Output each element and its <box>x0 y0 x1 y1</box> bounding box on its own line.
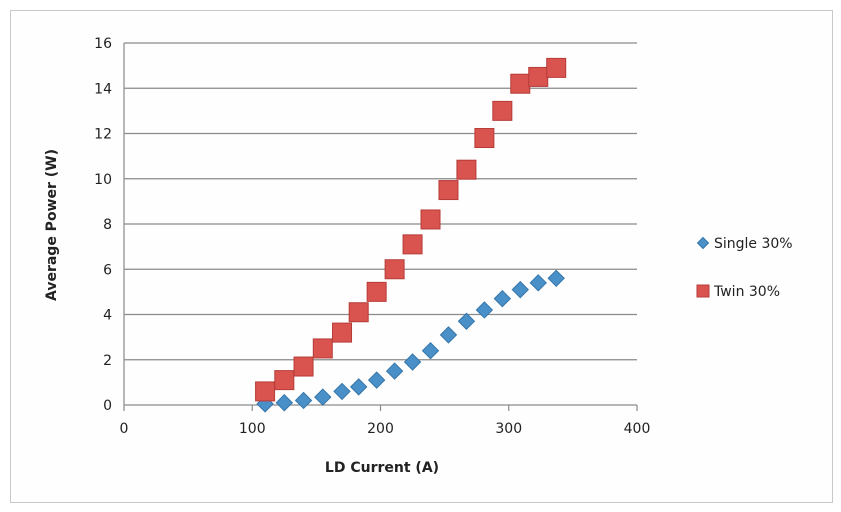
twin-point <box>420 209 441 230</box>
single-point <box>333 382 351 401</box>
single-point <box>367 371 386 389</box>
x-tick-label: 0 <box>120 421 129 437</box>
grid-layer <box>124 42 637 406</box>
y-tick-label: 12 <box>94 127 112 143</box>
scatter-chart: 0 2 4 6 8 10 12 14 16 0 100 200 300 400 LD Current (A… <box>44 36 793 476</box>
chart-frame: 0 2 4 6 8 10 12 14 16 0 100 200 300 400 LD Current (A… <box>10 10 833 503</box>
y-tick-label: 10 <box>94 172 112 188</box>
legend-label: Twin 30% <box>713 284 780 300</box>
x-axis-label: LD Current (A) <box>325 460 439 476</box>
single-point <box>314 388 332 406</box>
twin-point <box>528 66 549 87</box>
y-tick-label: 2 <box>103 353 112 369</box>
twin-point <box>492 100 513 121</box>
axis-layer: 0 2 4 6 8 10 12 14 16 0 100 200 300 400 <box>94 36 650 437</box>
single-point <box>294 391 313 410</box>
single-point <box>403 353 422 371</box>
x-tick-label: 200 <box>367 421 394 437</box>
y-tick-label: 4 <box>103 308 112 324</box>
twin-point <box>546 57 567 78</box>
x-tick-label: 100 <box>239 421 266 437</box>
legend-item: Twin 30% <box>696 284 780 300</box>
marks-layer <box>255 57 567 413</box>
y-axis-label: Average Power (W) <box>44 149 60 301</box>
series-twin-30- <box>255 57 567 402</box>
x-tick-label: 400 <box>624 421 651 437</box>
y-tick-label: 0 <box>103 398 112 414</box>
twin-point <box>438 180 459 201</box>
twin-point <box>510 73 531 94</box>
y-tick-label: 14 <box>94 81 112 97</box>
legend: Single 30% Twin 30% <box>696 236 793 300</box>
single-point <box>275 394 294 412</box>
legend-item: Single 30% <box>696 236 793 252</box>
y-tick-label: 8 <box>103 217 112 233</box>
y-tick-label: 16 <box>94 36 112 52</box>
single-point <box>385 362 404 380</box>
legend-marker <box>696 284 710 298</box>
twin-point <box>274 370 295 391</box>
series-single-30- <box>256 269 565 413</box>
twin-point <box>293 356 314 377</box>
legend-label: Single 30% <box>714 236 793 252</box>
single-point <box>457 312 476 330</box>
twin-point <box>255 381 276 402</box>
twin-point <box>332 322 353 343</box>
legend-marker <box>696 236 710 250</box>
single-point <box>529 274 547 292</box>
single-point <box>421 341 440 360</box>
twin-point <box>402 234 423 255</box>
twin-point <box>348 302 369 323</box>
twin-point <box>474 128 495 149</box>
single-point <box>349 378 368 396</box>
single-point <box>493 289 512 308</box>
single-point <box>475 301 494 319</box>
single-point <box>547 269 565 288</box>
x-tick-label: 300 <box>495 421 522 437</box>
twin-point <box>456 159 477 180</box>
twin-point <box>384 259 405 280</box>
y-tick-label: 6 <box>103 262 112 278</box>
twin-point <box>312 338 333 359</box>
twin-point <box>366 281 387 302</box>
single-point <box>511 280 529 299</box>
single-point <box>439 326 458 344</box>
